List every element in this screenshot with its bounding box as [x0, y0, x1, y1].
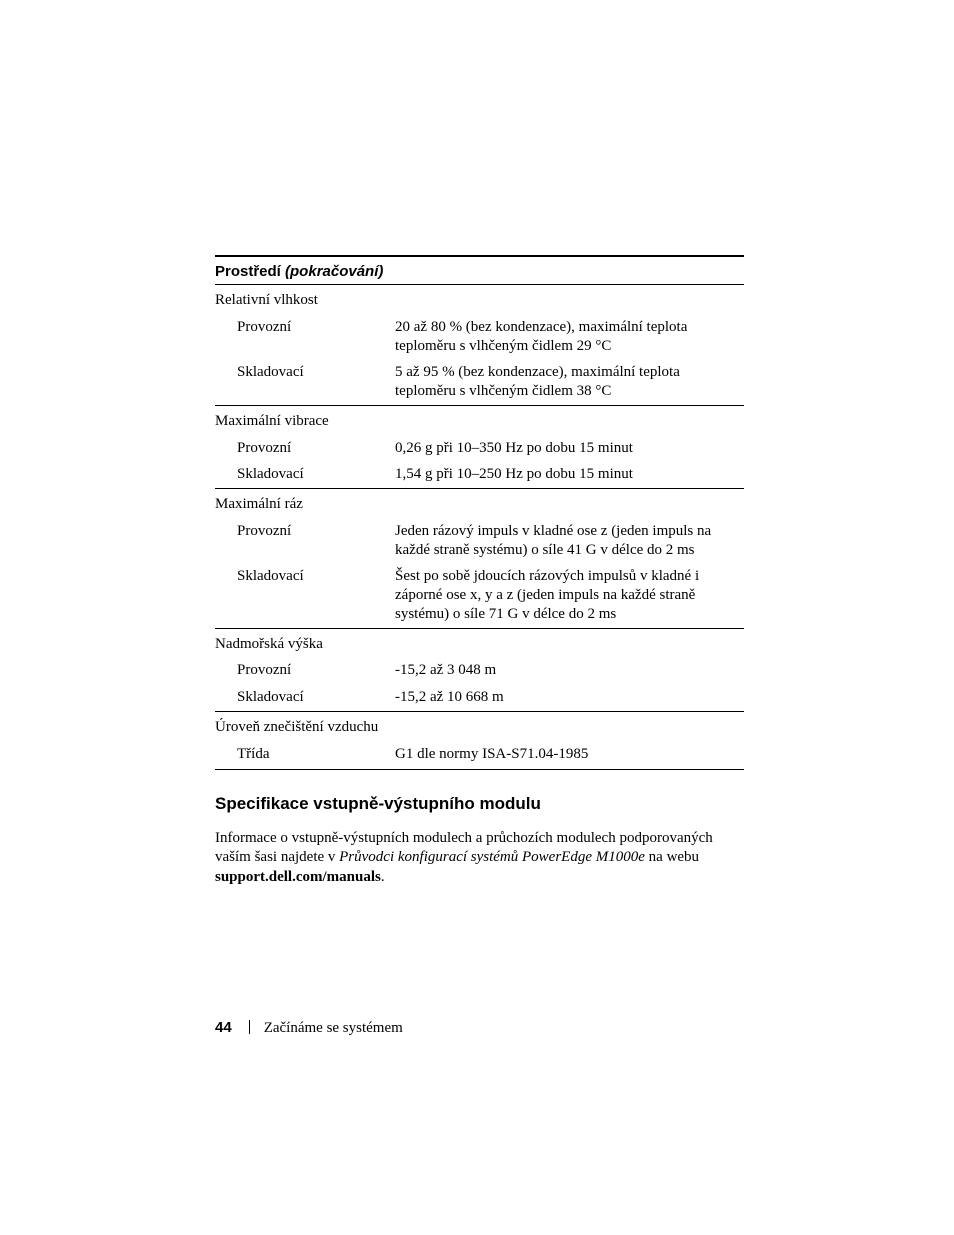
group-title: Relativní vlhkost — [215, 285, 744, 314]
table-row: Skladovací Šest po sobě jdoucích rázovýc… — [215, 563, 744, 628]
row-value: G1 dle normy ISA-S71.04-1985 — [395, 741, 744, 770]
row-value: -15,2 až 3 048 m — [395, 657, 744, 684]
group-title: Maximální vibrace — [215, 405, 744, 434]
group-title: Maximální ráz — [215, 489, 744, 518]
footer-text: Začínáme se systémem — [264, 1020, 403, 1036]
paragraph-italic: Průvodci konfigurací systémů PowerEdge M… — [339, 849, 645, 865]
table-group-header: Relativní vlhkost — [215, 285, 744, 314]
group-title: Úroveň znečištění vzduchu — [215, 711, 744, 740]
table-header-main: Prostředí — [215, 263, 281, 280]
table-row: Skladovací 1,54 g při 10–250 Hz po dobu … — [215, 461, 744, 488]
page-number: 44 — [215, 1019, 232, 1036]
table-header-cont: (pokračování) — [281, 263, 384, 280]
row-value: -15,2 až 10 668 m — [395, 684, 744, 711]
row-value: 0,26 g při 10–350 Hz po dobu 15 minut — [395, 435, 744, 462]
io-module-paragraph: Informace o vstupně-výstupních modulech … — [215, 829, 744, 887]
group-title: Nadmořská výška — [215, 628, 744, 657]
table-row: Skladovací 5 až 95 % (bez kondenzace), m… — [215, 359, 744, 405]
page-footer: 44 Začínáme se systémem — [215, 1019, 403, 1037]
table-group-header: Maximální vibrace — [215, 405, 744, 434]
table-row: Provozní 0,26 g při 10–350 Hz po dobu 15… — [215, 435, 744, 462]
row-label: Provozní — [215, 523, 291, 539]
row-label: Provozní — [215, 440, 291, 456]
row-label: Provozní — [215, 319, 291, 335]
row-value: 20 až 80 % (bez kondenzace), maximální t… — [395, 314, 744, 360]
table-row: Provozní Jeden rázový impuls v kladné os… — [215, 518, 744, 564]
io-module-heading: Specifikace vstupně-výstupního modulu — [215, 794, 744, 814]
row-value: 5 až 95 % (bez kondenzace), maximální te… — [395, 359, 744, 405]
document-page: Prostředí (pokračování) Relativní vlhkos… — [0, 0, 954, 1235]
table-row: Provozní -15,2 až 3 048 m — [215, 657, 744, 684]
top-rule — [215, 255, 744, 257]
row-label: Provozní — [215, 662, 291, 678]
specs-table: Relativní vlhkost Provozní 20 až 80 % (b… — [215, 284, 744, 770]
row-value: Šest po sobě jdoucích rázových impulsů v… — [395, 563, 744, 628]
table-row: Provozní 20 až 80 % (bez kondenzace), ma… — [215, 314, 744, 360]
paragraph-bold: support.dell.com/manuals — [215, 869, 381, 885]
row-label: Skladovací — [215, 568, 304, 584]
row-value: 1,54 g při 10–250 Hz po dobu 15 minut — [395, 461, 744, 488]
table-row: Třída G1 dle normy ISA-S71.04-1985 — [215, 741, 744, 770]
row-label: Skladovací — [215, 364, 304, 380]
paragraph-part: . — [381, 869, 385, 885]
table-header: Prostředí (pokračování) — [215, 263, 744, 280]
row-value: Jeden rázový impuls v kladné ose z (jede… — [395, 518, 744, 564]
row-label: Skladovací — [215, 689, 304, 705]
footer-separator-icon — [249, 1020, 250, 1034]
table-group-header: Úroveň znečištění vzduchu — [215, 711, 744, 740]
table-row: Skladovací -15,2 až 10 668 m — [215, 684, 744, 711]
paragraph-part: na webu — [645, 849, 699, 865]
table-group-header: Maximální ráz — [215, 489, 744, 518]
row-label: Třída — [215, 746, 269, 762]
row-label: Skladovací — [215, 466, 304, 482]
table-group-header: Nadmořská výška — [215, 628, 744, 657]
